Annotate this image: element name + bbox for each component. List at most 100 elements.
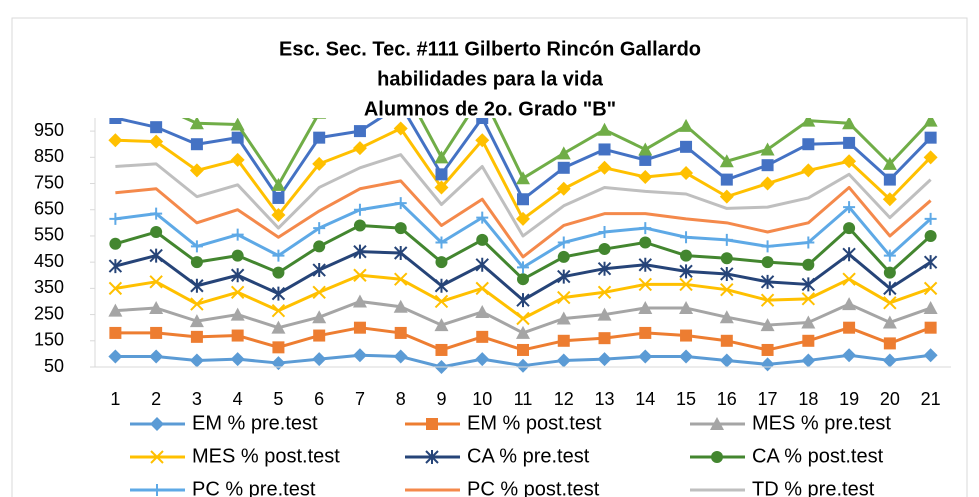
marker bbox=[843, 321, 856, 334]
marker bbox=[802, 138, 815, 151]
marker bbox=[557, 161, 570, 174]
marker bbox=[557, 250, 570, 263]
marker bbox=[149, 349, 164, 364]
marker bbox=[312, 352, 327, 367]
marker bbox=[272, 249, 285, 262]
marker bbox=[516, 358, 530, 373]
marker bbox=[516, 171, 530, 185]
marker bbox=[149, 134, 164, 149]
marker bbox=[272, 191, 285, 204]
marker bbox=[679, 166, 694, 181]
marker bbox=[882, 156, 897, 170]
marker bbox=[231, 131, 244, 144]
y-tick-label: 350 bbox=[34, 277, 64, 297]
marker bbox=[923, 281, 938, 296]
marker bbox=[639, 153, 652, 166]
marker bbox=[710, 417, 724, 430]
marker bbox=[680, 329, 693, 342]
x-tick-label: 19 bbox=[839, 389, 859, 409]
x-tick-label: 13 bbox=[595, 389, 615, 409]
marker bbox=[230, 268, 245, 283]
marker bbox=[719, 154, 734, 168]
marker bbox=[719, 189, 734, 204]
marker bbox=[434, 294, 449, 309]
marker bbox=[638, 142, 653, 156]
marker bbox=[109, 118, 122, 124]
marker bbox=[434, 278, 449, 293]
marker bbox=[434, 150, 449, 164]
marker bbox=[597, 160, 612, 175]
marker bbox=[883, 337, 896, 350]
x-tick-label: 10 bbox=[472, 389, 492, 409]
marker bbox=[680, 249, 693, 262]
marker bbox=[556, 353, 571, 368]
x-tick-label: 1 bbox=[110, 389, 120, 409]
marker bbox=[924, 131, 937, 144]
marker bbox=[108, 303, 123, 317]
marker bbox=[150, 121, 163, 134]
marker bbox=[842, 154, 857, 169]
marker bbox=[517, 193, 529, 206]
marker bbox=[760, 293, 775, 307]
x-tick-label: 12 bbox=[554, 389, 574, 409]
y-tick-label: 650 bbox=[34, 198, 64, 218]
y-tick-label: 950 bbox=[34, 120, 64, 140]
marker bbox=[556, 181, 571, 196]
marker bbox=[638, 301, 653, 315]
marker bbox=[711, 451, 723, 463]
marker bbox=[802, 334, 815, 347]
chart-border bbox=[11, 17, 968, 497]
x-tick-label: 6 bbox=[314, 389, 324, 409]
marker bbox=[842, 247, 856, 262]
marker bbox=[923, 348, 938, 363]
marker bbox=[801, 277, 816, 292]
series-line bbox=[115, 153, 932, 238]
marker bbox=[801, 315, 816, 329]
marker bbox=[150, 417, 164, 431]
marker bbox=[598, 226, 611, 239]
marker bbox=[149, 275, 163, 289]
marker bbox=[923, 118, 938, 127]
marker bbox=[843, 136, 856, 149]
marker bbox=[476, 330, 489, 343]
marker bbox=[150, 326, 163, 339]
marker bbox=[761, 256, 774, 269]
marker bbox=[679, 301, 694, 315]
legend-label: PC % post.test bbox=[467, 478, 600, 497]
marker bbox=[883, 296, 897, 310]
marker bbox=[393, 299, 408, 313]
marker bbox=[108, 133, 123, 148]
marker bbox=[598, 332, 611, 345]
marker bbox=[190, 138, 203, 151]
marker bbox=[597, 285, 612, 300]
marker bbox=[312, 285, 326, 300]
marker bbox=[761, 240, 774, 253]
marker bbox=[149, 301, 164, 315]
legend-label: MES % pre.test bbox=[752, 412, 891, 434]
marker bbox=[517, 273, 529, 286]
marker bbox=[679, 264, 693, 279]
marker bbox=[843, 222, 856, 235]
marker bbox=[312, 156, 327, 171]
legend-label: PC % pre.test bbox=[192, 478, 316, 497]
x-tick-label: 5 bbox=[273, 389, 283, 409]
marker bbox=[312, 263, 326, 278]
y-tick-label: 750 bbox=[34, 172, 64, 192]
marker bbox=[556, 146, 571, 160]
chart-title: Esc. Sec. Tec. #111 Gilberto Rincón Gall… bbox=[279, 38, 701, 60]
marker bbox=[352, 348, 367, 363]
y-tick-label: 250 bbox=[34, 303, 64, 323]
marker bbox=[231, 329, 244, 342]
marker bbox=[761, 159, 774, 172]
marker bbox=[760, 318, 775, 332]
marker bbox=[598, 243, 611, 256]
marker bbox=[760, 176, 775, 191]
marker bbox=[149, 248, 163, 263]
marker bbox=[883, 281, 897, 296]
marker bbox=[516, 211, 530, 226]
marker bbox=[720, 266, 734, 281]
marker bbox=[639, 326, 652, 339]
marker bbox=[924, 212, 937, 225]
chart-title: habilidades para la vida bbox=[377, 68, 604, 90]
